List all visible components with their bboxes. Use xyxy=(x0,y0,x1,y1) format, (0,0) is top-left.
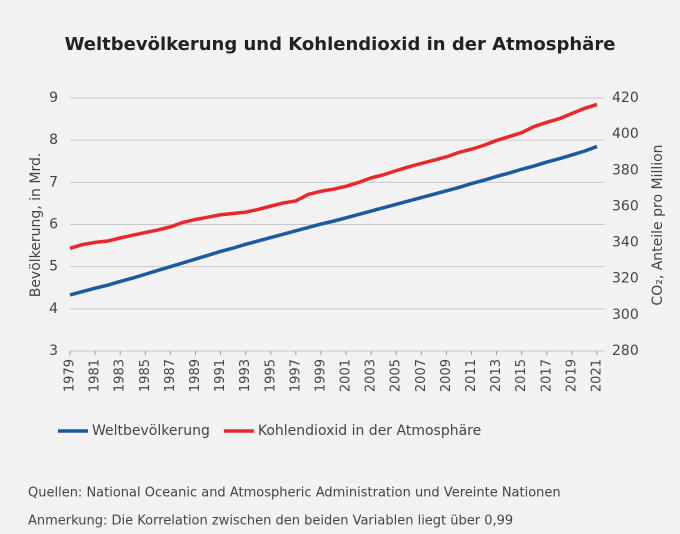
x-tick-label: 1981 xyxy=(88,359,103,392)
x-tick-label: 2015 xyxy=(514,359,529,392)
x-tick-label: 2007 xyxy=(414,359,429,392)
y-tick-label: 5 xyxy=(49,259,58,275)
legend-label: Kohlendioxid in der Atmosphäre xyxy=(258,423,481,439)
x-tick-label: 2001 xyxy=(339,359,354,392)
x-tick-label: 1995 xyxy=(263,359,278,392)
source-note: Quellen: National Oceanic and Atmospheri… xyxy=(28,486,561,501)
x-tick-label: 2019 xyxy=(564,359,579,392)
y2-tick-label: 420 xyxy=(612,90,639,106)
y-tick-label: 8 xyxy=(49,132,58,148)
x-tick-label: 2003 xyxy=(364,359,379,392)
x-tick-label: 1997 xyxy=(288,359,303,392)
x-tick-label: 1993 xyxy=(238,359,253,392)
x-tick-label: 1979 xyxy=(63,359,78,392)
y2-tick-label: 280 xyxy=(612,343,639,359)
y-tick-label: 6 xyxy=(49,217,58,233)
y-tick-label: 7 xyxy=(49,174,58,190)
x-tick-label: 2017 xyxy=(539,359,554,392)
x-tick-label: 1999 xyxy=(313,359,328,392)
x-tick-label: 1989 xyxy=(188,359,203,392)
y2-tick-label: 340 xyxy=(612,235,639,251)
x-tick-label: 1987 xyxy=(163,359,178,392)
x-tick-label: 2011 xyxy=(464,359,479,392)
y-tick-label: 9 xyxy=(49,90,58,106)
y2-tick-label: 300 xyxy=(612,307,639,323)
y2-axis-label: CO₂, Anteile pro Million xyxy=(650,144,666,305)
x-tick-label: 1985 xyxy=(138,359,153,392)
x-tick-label: 2021 xyxy=(590,359,605,392)
x-tick-label: 2005 xyxy=(389,359,404,392)
series-line xyxy=(69,144,598,297)
y-tick-label: 4 xyxy=(49,301,58,317)
annotation-note: Anmerkung: Die Korrelation zwischen den … xyxy=(28,514,513,529)
legend-label: Weltbevölkerung xyxy=(92,423,210,439)
x-tick-label: 2009 xyxy=(439,359,454,392)
y2-tick-label: 400 xyxy=(612,126,639,142)
x-tick-label: 1991 xyxy=(213,359,228,392)
x-tick-label: 2013 xyxy=(489,359,504,392)
y2-tick-label: 360 xyxy=(612,198,639,214)
series-line xyxy=(69,102,598,250)
x-tick-label: 1983 xyxy=(113,359,128,392)
chart-title: Weltbevölkerung und Kohlendioxid in der … xyxy=(65,34,616,55)
y-tick-label: 3 xyxy=(49,343,58,359)
y2-tick-label: 320 xyxy=(612,271,639,287)
y-axis-label: Bevölkerung, in Mrd. xyxy=(28,153,44,298)
y2-tick-label: 380 xyxy=(612,162,639,178)
